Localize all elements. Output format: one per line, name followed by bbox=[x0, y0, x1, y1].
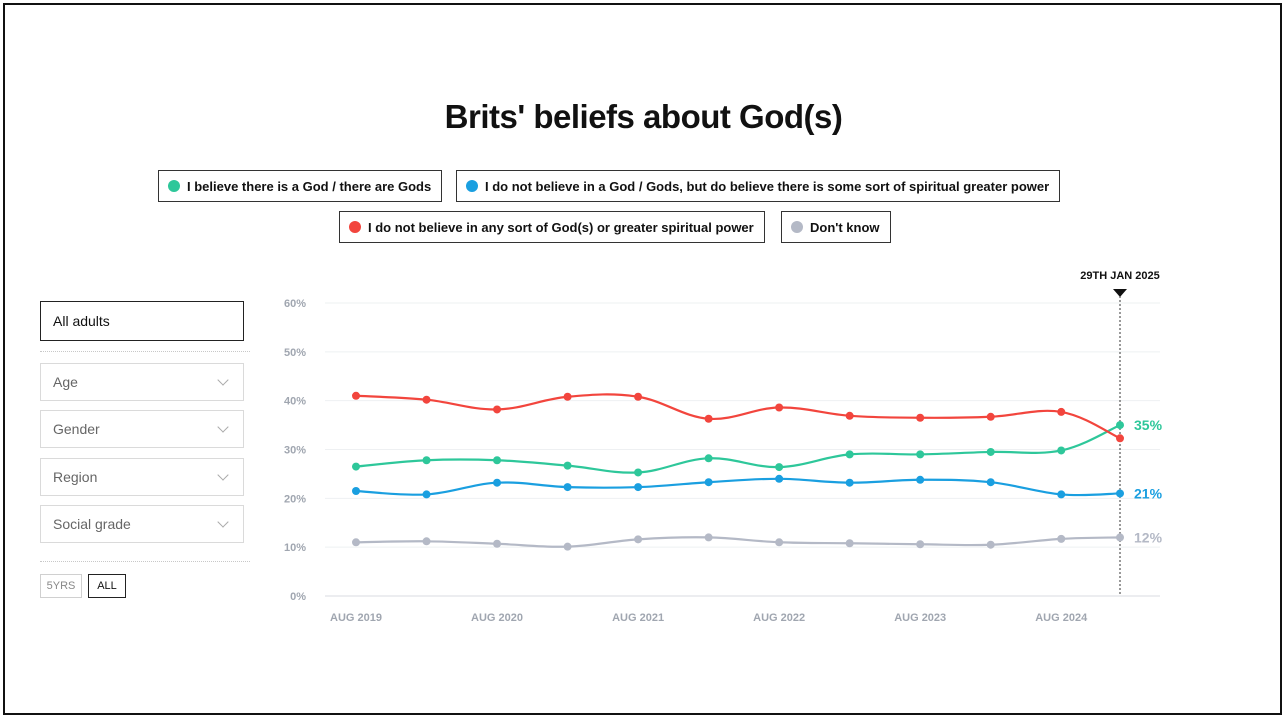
data-point bbox=[845, 411, 854, 420]
data-point bbox=[422, 456, 431, 465]
data-point bbox=[775, 403, 784, 412]
data-point bbox=[1116, 533, 1124, 542]
data-point bbox=[493, 539, 502, 548]
data-point bbox=[352, 391, 360, 400]
y-tick-label: 30% bbox=[284, 445, 306, 457]
series-line bbox=[355, 477, 1121, 497]
series-line bbox=[355, 424, 1121, 474]
y-tick-label: 0% bbox=[290, 591, 306, 603]
y-tick-label: 60% bbox=[284, 298, 306, 310]
dropdown-label: Region bbox=[53, 469, 98, 485]
legend-dot-icon bbox=[791, 221, 803, 233]
legend-item-no-god[interactable]: I do not believe in any sort of God(s) o… bbox=[339, 211, 765, 243]
x-tick-label: AUG 2021 bbox=[612, 612, 664, 624]
legend-label: I do not believe in a God / Gods, but do… bbox=[485, 178, 1050, 194]
data-point bbox=[1057, 407, 1066, 416]
y-tick-label: 10% bbox=[284, 542, 306, 554]
data-point bbox=[563, 542, 572, 551]
data-point bbox=[704, 414, 713, 423]
data-point bbox=[1116, 421, 1124, 430]
legend-dot-icon bbox=[168, 180, 180, 192]
data-point bbox=[775, 474, 784, 483]
legend-item-dont-know[interactable]: Don't know bbox=[781, 211, 891, 243]
data-point bbox=[916, 413, 925, 422]
series-line bbox=[355, 536, 1121, 548]
data-point bbox=[1057, 534, 1066, 543]
range-all-button[interactable]: ALL bbox=[88, 574, 126, 598]
dropdown-label: Gender bbox=[53, 421, 100, 437]
divider bbox=[40, 351, 250, 352]
data-point bbox=[916, 450, 925, 459]
data-point bbox=[563, 483, 572, 492]
series-end-label: 12% bbox=[1134, 529, 1163, 545]
y-tick-label: 40% bbox=[284, 396, 306, 408]
x-tick-label: AUG 2019 bbox=[330, 612, 382, 624]
x-tick-label: AUG 2022 bbox=[753, 612, 805, 624]
data-point bbox=[563, 392, 572, 401]
data-point bbox=[634, 468, 643, 477]
chart-title: Brits' beliefs about God(s) bbox=[444, 98, 843, 135]
population-selector[interactable]: All adults bbox=[40, 301, 244, 341]
y-tick-label: 20% bbox=[284, 493, 306, 505]
data-point bbox=[775, 538, 784, 547]
dropdown-label: Age bbox=[53, 374, 78, 390]
gender-dropdown[interactable]: Gender bbox=[40, 410, 244, 448]
data-point bbox=[493, 478, 502, 487]
data-point bbox=[352, 487, 360, 496]
series-line bbox=[355, 393, 1121, 440]
y-tick-label: 50% bbox=[284, 347, 306, 359]
divider bbox=[40, 561, 250, 562]
legend-dot-icon bbox=[466, 180, 478, 192]
data-point bbox=[986, 412, 995, 421]
data-point bbox=[845, 478, 854, 487]
age-dropdown[interactable]: Age bbox=[40, 363, 244, 401]
legend-item-spiritual-power[interactable]: I do not believe in a God / Gods, but do… bbox=[456, 170, 1061, 202]
data-point bbox=[493, 456, 502, 465]
data-point bbox=[845, 450, 854, 459]
data-point bbox=[775, 463, 784, 472]
data-point bbox=[986, 540, 995, 549]
data-point bbox=[704, 454, 713, 463]
legend-dot-icon bbox=[349, 221, 361, 233]
range-5yrs-button[interactable]: 5YRS bbox=[40, 574, 82, 598]
data-point bbox=[1116, 434, 1124, 443]
legend-label: Don't know bbox=[810, 219, 880, 235]
legend-item-believe-god[interactable]: I believe there is a God / there are God… bbox=[158, 170, 443, 202]
x-tick-label: AUG 2023 bbox=[894, 612, 946, 624]
data-point bbox=[704, 478, 713, 487]
x-tick-label: AUG 2020 bbox=[471, 612, 523, 624]
region-dropdown[interactable]: Region bbox=[40, 458, 244, 496]
data-point bbox=[352, 462, 360, 471]
dropdown-label: Social grade bbox=[53, 516, 131, 532]
data-point bbox=[422, 490, 431, 499]
data-point bbox=[1057, 490, 1066, 499]
population-label: All adults bbox=[53, 313, 110, 329]
data-point bbox=[493, 405, 502, 414]
data-point bbox=[845, 539, 854, 548]
social-grade-dropdown[interactable]: Social grade bbox=[40, 505, 244, 543]
data-point bbox=[916, 475, 925, 484]
x-tick-label: AUG 2024 bbox=[1035, 612, 1088, 624]
data-point bbox=[704, 533, 713, 542]
data-point bbox=[634, 392, 643, 401]
data-point bbox=[916, 540, 925, 549]
date-marker-label: 29TH JAN 2025 bbox=[1080, 270, 1160, 282]
data-point bbox=[634, 535, 643, 544]
legend-label: I believe there is a God / there are God… bbox=[187, 178, 432, 194]
marker-triangle-icon bbox=[1113, 289, 1127, 297]
legend-label: I do not believe in any sort of God(s) o… bbox=[368, 219, 754, 235]
data-point bbox=[422, 395, 431, 404]
data-point bbox=[422, 537, 431, 546]
data-point bbox=[1057, 446, 1066, 455]
data-point bbox=[352, 538, 360, 547]
data-point bbox=[1116, 489, 1124, 498]
data-point bbox=[563, 461, 572, 470]
series-end-label: 21% bbox=[1134, 485, 1163, 501]
data-point bbox=[986, 478, 995, 487]
data-point bbox=[634, 483, 643, 492]
data-point bbox=[986, 447, 995, 456]
series-end-label: 35% bbox=[1134, 417, 1163, 433]
